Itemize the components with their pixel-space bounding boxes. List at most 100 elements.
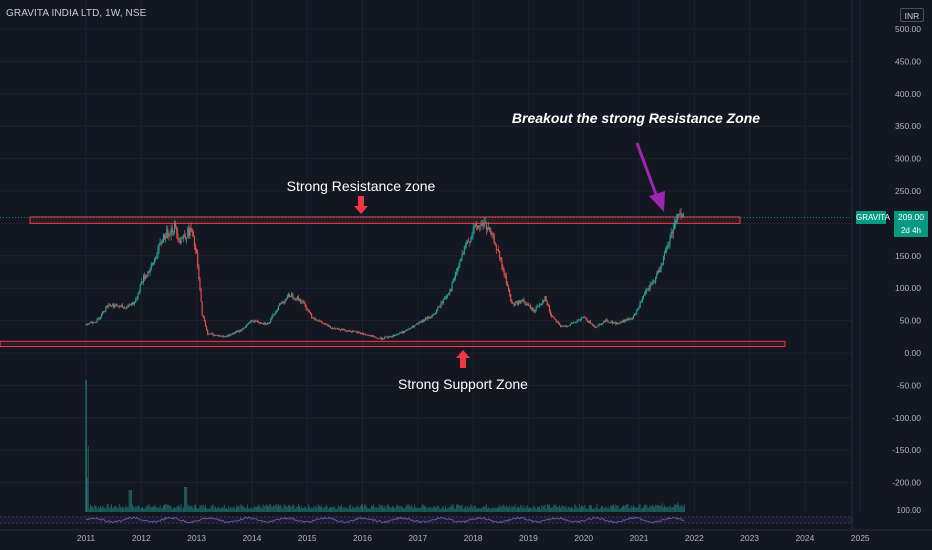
candle-body [241, 328, 243, 331]
candle-body [127, 306, 129, 308]
candle-body [119, 305, 121, 307]
volume-bar [252, 508, 254, 512]
candle-body [604, 321, 606, 323]
volume-bar [427, 506, 429, 512]
volume-bar [442, 506, 444, 512]
volume-bar [111, 504, 112, 512]
candle-body [91, 322, 93, 324]
time-tick-label: 2013 [187, 533, 206, 543]
candle-body [200, 289, 202, 302]
volume-bar [541, 505, 543, 512]
candle-body [417, 323, 419, 325]
volume-bar [149, 507, 151, 512]
candle-body [172, 231, 174, 233]
candle-body [233, 333, 235, 335]
candle-body [376, 337, 378, 339]
candle-body [113, 304, 115, 308]
volume-bar [643, 507, 644, 512]
candle-body [387, 336, 389, 338]
volume-bar [576, 507, 578, 512]
candle-body [214, 334, 217, 336]
candle-body [274, 313, 276, 316]
volume-bar [656, 505, 658, 512]
volume-bar [139, 508, 141, 512]
candle-body [472, 228, 474, 235]
candle-body [574, 322, 576, 324]
candle-body [542, 299, 544, 304]
volume-bar [654, 507, 655, 512]
volume-bar [435, 507, 436, 512]
candle-body [666, 247, 668, 251]
candle-body [344, 329, 346, 331]
volume-bar [579, 507, 581, 512]
volume-bar [509, 505, 511, 512]
candle-body [303, 301, 305, 304]
volume-bar [205, 504, 206, 512]
volume-bar [660, 506, 662, 512]
volume-bar [105, 508, 107, 512]
volume-bar [353, 507, 355, 512]
candle-body [573, 322, 575, 324]
symbol-title[interactable]: GRAVITA INDIA LTD, 1W, NSE [6, 8, 147, 19]
volume-bar [273, 505, 275, 512]
candle-body [175, 223, 177, 227]
candle-body [575, 322, 577, 323]
candle-body [375, 336, 377, 338]
candle-body [183, 235, 186, 238]
volume-bar [321, 504, 323, 512]
volume-bar [449, 506, 451, 512]
candle-body [369, 335, 371, 337]
volume-bar [633, 505, 634, 512]
candle-body [182, 235, 184, 238]
candle-body [555, 319, 557, 322]
candle-body [547, 305, 549, 307]
volume-bar [210, 506, 212, 512]
candle-body [308, 310, 311, 313]
volume-bar [134, 507, 136, 512]
volume-bar [342, 508, 344, 512]
volume-bar [312, 508, 314, 512]
volume-bar [291, 506, 293, 512]
volume-bar [487, 508, 488, 512]
candle-body [401, 331, 403, 334]
candle-body [296, 296, 298, 300]
volume-bar [573, 508, 575, 512]
volume-bar [657, 504, 659, 512]
currency-label[interactable]: INR [900, 8, 924, 22]
volume-bar [436, 506, 438, 512]
volume-bar [672, 507, 674, 512]
volume-bar [253, 505, 255, 512]
volume-bar [202, 504, 204, 512]
volume-bar [159, 505, 161, 512]
volume-bar [640, 508, 642, 512]
candle-body [391, 336, 393, 338]
volume-bar [223, 505, 225, 512]
candle-body [488, 227, 490, 230]
candle-body [125, 307, 127, 309]
volume-histogram [85, 380, 685, 512]
volume-bar [677, 502, 679, 512]
volume-bar [522, 507, 524, 512]
candle-body [682, 213, 684, 217]
candle-body [374, 336, 376, 338]
volume-bar [357, 506, 359, 512]
volume-bar [310, 508, 312, 512]
candle-body [292, 293, 294, 299]
volume-bar [467, 505, 469, 512]
volume-bar [588, 505, 590, 512]
candle-body [340, 329, 343, 331]
candle-body [396, 334, 398, 336]
volume-bar [614, 507, 616, 512]
volume-bar [171, 508, 173, 512]
candle-body [250, 320, 252, 323]
volume-bar [401, 507, 403, 512]
volume-bar [238, 505, 240, 512]
candle-body [572, 323, 574, 325]
volume-bar [323, 507, 325, 512]
volume-bar [419, 507, 421, 512]
candle-body [452, 281, 454, 283]
candle-body [467, 240, 469, 244]
volume-bar [271, 506, 273, 512]
candle-body [311, 314, 313, 318]
